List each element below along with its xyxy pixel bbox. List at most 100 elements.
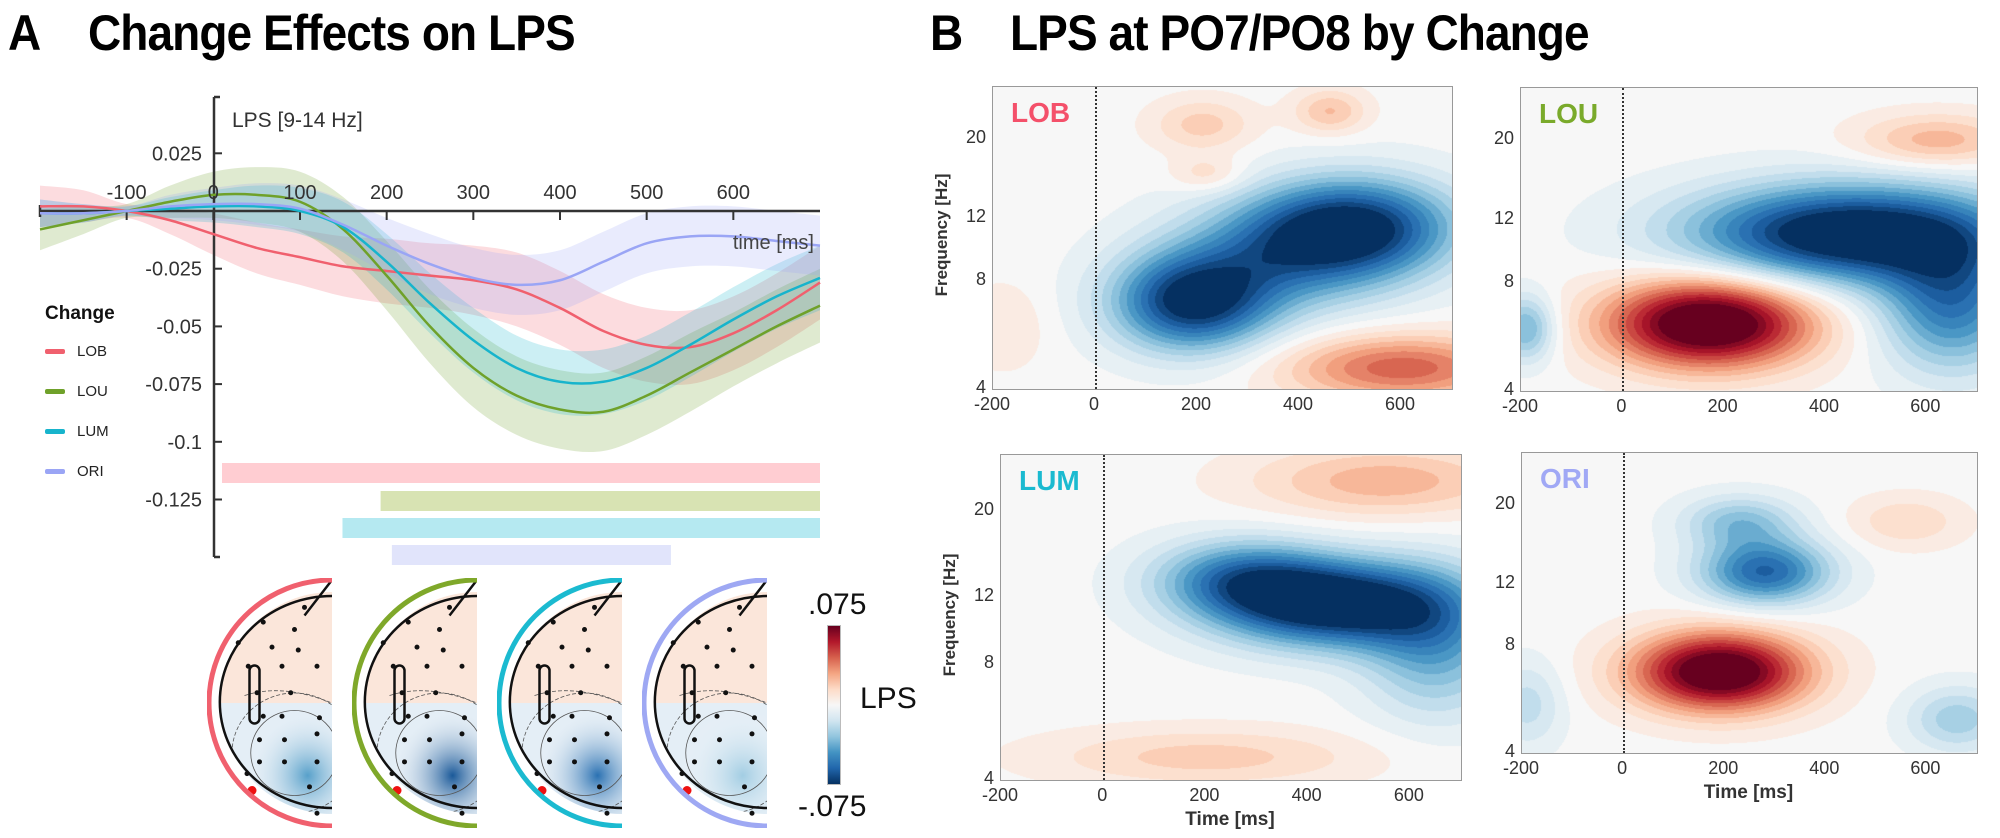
topoplot-lob <box>207 578 332 828</box>
electrode-dot <box>714 663 720 669</box>
legend-label: LUM <box>77 423 109 440</box>
topo-ring-lum <box>497 578 622 828</box>
head-outline <box>508 594 622 810</box>
electrode-dot <box>569 713 575 719</box>
tf-y-tick-label: 20 <box>973 499 994 520</box>
legend-label: ORI <box>77 463 104 480</box>
electrode-dot <box>670 640 676 646</box>
electrode-dot <box>292 626 297 632</box>
ci-band-lob <box>40 185 820 385</box>
electrode-dot <box>679 771 685 777</box>
ci-band-ori <box>40 183 820 315</box>
tf-x-tick-label: -200 <box>973 394 1011 414</box>
electrode-dot <box>737 604 742 610</box>
electrode-dot <box>244 771 250 777</box>
electrode-dot <box>459 810 465 816</box>
legend-item-ori: ORI <box>45 463 104 480</box>
tf-y-tick-label: 12 <box>1494 571 1515 592</box>
electrode-dot <box>427 759 432 765</box>
topoplot-ori <box>642 578 767 828</box>
tf-panel-lob: LOB <box>992 86 1453 390</box>
stimulus-onset-line <box>1095 87 1097 389</box>
y-tick-label: 0.025 <box>152 143 202 165</box>
x-tick-label: 0 <box>208 182 219 204</box>
ear-icon <box>683 664 696 725</box>
panel-b-letter: B <box>930 5 963 61</box>
lps-line-chart: -100 0 100 200 300 400 500 600 0.025 -0.025 -0.05 -… <box>38 95 821 565</box>
electrode-dot <box>424 713 430 719</box>
tf-y-axis-title: Frequency [Hz] <box>940 553 959 676</box>
x-axis-title: time [ms] <box>733 232 814 254</box>
tf-x-tick-label: 200 <box>1180 394 1212 414</box>
electrode-dot <box>314 663 320 669</box>
ear-icon <box>538 664 551 725</box>
electrode-dot <box>282 737 287 743</box>
tf-x-tick-label: 600 <box>1393 785 1424 805</box>
x-tick-label: 300 <box>457 182 490 204</box>
tf-condition-label: LUM <box>1019 465 1080 496</box>
topo-negative-cluster <box>522 678 622 814</box>
axes <box>38 95 820 559</box>
electrode-dot <box>459 731 465 737</box>
colorbar-title: LPS <box>860 682 917 715</box>
confidence-bands <box>40 167 820 453</box>
tf-x-tick-label: 0 <box>1616 396 1627 416</box>
tf-panel-lou: LOU <box>1520 87 1978 392</box>
y-tick-label: -0.025 <box>145 259 202 281</box>
nose-icon <box>593 579 622 617</box>
electrode-dot <box>437 626 442 632</box>
legend-item-lob: LOB <box>45 343 107 360</box>
topo-negative-cluster <box>667 678 767 814</box>
tf-y-tick-label: 4 <box>1504 741 1515 761</box>
tf-y-tick-label: 8 <box>1504 634 1515 655</box>
ear-icon <box>248 664 261 725</box>
electrode-dot <box>752 715 757 721</box>
head-outline <box>218 594 332 810</box>
electrode-dot <box>723 690 729 696</box>
legend-swatch <box>45 389 65 394</box>
tf-panel-lum: LUM <box>1000 454 1462 781</box>
electrode-dot <box>714 713 720 719</box>
line-ori <box>39 202 821 287</box>
line-lum <box>39 204 821 385</box>
stimulus-onset-line <box>1103 455 1106 780</box>
electrode-dot <box>260 619 266 625</box>
electrode-dot <box>235 640 241 646</box>
electrode-dot <box>550 619 556 625</box>
tf-y-axis-title: Frequency [Hz] <box>932 173 951 297</box>
tf-x-tick-label: 600 <box>1384 394 1416 414</box>
line-lou <box>39 192 821 415</box>
colorbar-min-label: -.075 <box>798 790 867 823</box>
tf-heatmap <box>993 87 1452 389</box>
electrode-dot <box>440 647 446 653</box>
topo-contour <box>389 690 477 704</box>
electrode-dot <box>402 737 407 743</box>
electrode-dot <box>288 690 294 696</box>
electrode-dot <box>459 663 465 669</box>
series-lines <box>39 192 821 415</box>
tf-heatmap <box>1001 455 1461 780</box>
legend-swatch <box>45 349 65 354</box>
electrode-dot <box>582 626 587 632</box>
electrode-dot <box>427 737 432 743</box>
electrode-dot <box>717 737 722 743</box>
tf-y-tick-label: 20 <box>1494 492 1515 513</box>
tf-x-tick-label: -200 <box>1501 396 1539 416</box>
colorbar-max-label: .075 <box>808 588 867 621</box>
tf-x-tick-label: -200 <box>1502 758 1540 778</box>
electrode-dot <box>402 759 407 765</box>
electrode-dot <box>749 731 755 737</box>
electrode-dot <box>592 604 597 610</box>
nose-icon <box>448 579 477 617</box>
topo-negative-cluster <box>377 678 477 814</box>
electrode-dot <box>424 663 430 669</box>
legend-label: LOU <box>77 383 108 400</box>
electrode-dot <box>742 784 747 790</box>
electrode-dot <box>260 713 266 719</box>
tf-panel-ori: ORI <box>1521 452 1978 754</box>
legend-swatch <box>45 429 65 434</box>
topo-ring-lob <box>207 578 332 828</box>
tf-condition-label: LOU <box>1539 98 1599 129</box>
topo-contour <box>395 710 477 796</box>
colorbar <box>827 625 841 785</box>
